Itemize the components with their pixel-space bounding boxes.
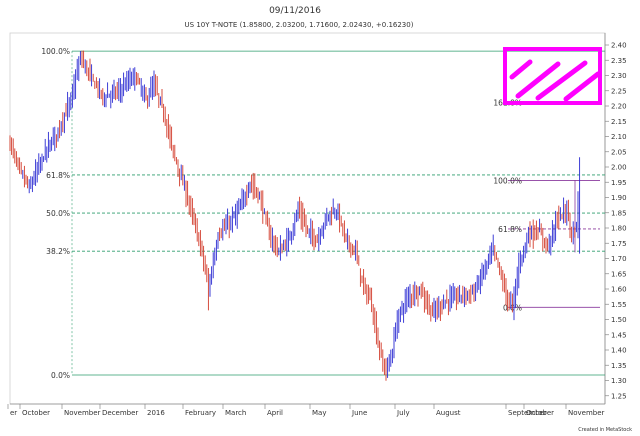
fib-level-label: 38.2% [46, 247, 70, 256]
ohlc-bars [9, 50, 581, 381]
chart-date: 09/11/2016 [269, 6, 321, 16]
price-tick-label: 2.10 [611, 133, 627, 141]
price-tick-label: 1.75 [611, 240, 627, 248]
annotation-hatch-stroke [535, 60, 588, 101]
time-tick-label: July [396, 409, 410, 417]
price-tick-label: 1.90 [611, 194, 627, 202]
fib-ext-label: 100.0% [493, 176, 522, 185]
time-tick-label: December [102, 409, 138, 417]
price-tick-label: 2.40 [611, 42, 627, 50]
time-tick-label: August [436, 409, 461, 417]
price-tick-label: 1.50 [611, 316, 627, 324]
price-tick-label: 2.15 [611, 118, 627, 126]
fib-ext-label: 61.8% [498, 225, 522, 234]
chart-quote: US 10Y T-NOTE (1.85800, 2.03200, 1.71600… [185, 21, 414, 29]
time-tick-label: September [508, 409, 547, 417]
price-tick-label: 2.20 [611, 103, 627, 111]
time-tick-label: June [351, 409, 367, 417]
price-tick-label: 1.40 [611, 347, 627, 355]
price-tick-label: 1.85 [611, 209, 627, 217]
time-tick-label: November [568, 409, 605, 417]
price-axis[interactable]: 2.40 2.35 2.30 2.25 2.20 2.15 2.10 2.05 2.00 1.95… [605, 42, 627, 401]
price-tick-label: 1.70 [611, 255, 627, 263]
price-tick-label: 2.35 [611, 57, 627, 65]
magenta-annotation-box [503, 47, 602, 105]
time-tick-label: October [526, 409, 554, 417]
time-tick-label: March [225, 409, 246, 417]
fib-level-label: 50.0% [46, 209, 70, 218]
fib-level-label: 61.8% [46, 171, 70, 180]
price-tick-label: 2.00 [611, 164, 627, 172]
price-tick-label: 1.60 [611, 286, 627, 294]
price-tick-label: 2.30 [611, 72, 627, 80]
time-tick-label: February [185, 409, 216, 417]
metastock-credit: Created in MetaStock [578, 427, 632, 433]
time-tick-label: er [10, 409, 17, 417]
price-tick-label: 2.05 [611, 148, 627, 156]
price-tick-label: 1.80 [611, 225, 627, 233]
time-tick-label: April [267, 409, 283, 417]
fibonacci-retracement-large: 100.0% 61.8% 50.0% 38.2% 0.0% [41, 47, 605, 380]
annotation-rectangle [503, 47, 602, 105]
time-axis[interactable]: er October November December 2016 February Mar… [7, 404, 605, 417]
price-tick-label: 1.35 [611, 362, 627, 370]
annotation-hatch-stroke [515, 61, 561, 99]
annotation-hatch-stroke [509, 59, 533, 80]
price-tick-label: 1.30 [611, 377, 627, 385]
annotation-hatch-stroke [563, 71, 601, 102]
fib-level-label: 0.0% [51, 371, 70, 380]
time-tick-label: May [312, 409, 326, 417]
time-tick-label: November [64, 409, 101, 417]
price-tick-label: 1.55 [611, 301, 627, 309]
price-tick-label: 1.25 [611, 392, 627, 400]
price-tick-label: 1.45 [611, 331, 627, 339]
price-tick-label: 1.65 [611, 270, 627, 278]
fibonacci-extension-small: 161.8%100.0%61.8%0.0% [493, 98, 600, 312]
fib-level-label: 100.0% [41, 47, 70, 56]
price-tick-label: 1.95 [611, 179, 627, 187]
time-tick-label: October [22, 409, 50, 417]
time-tick-label: 2016 [147, 409, 165, 417]
price-tick-label: 2.25 [611, 87, 627, 95]
